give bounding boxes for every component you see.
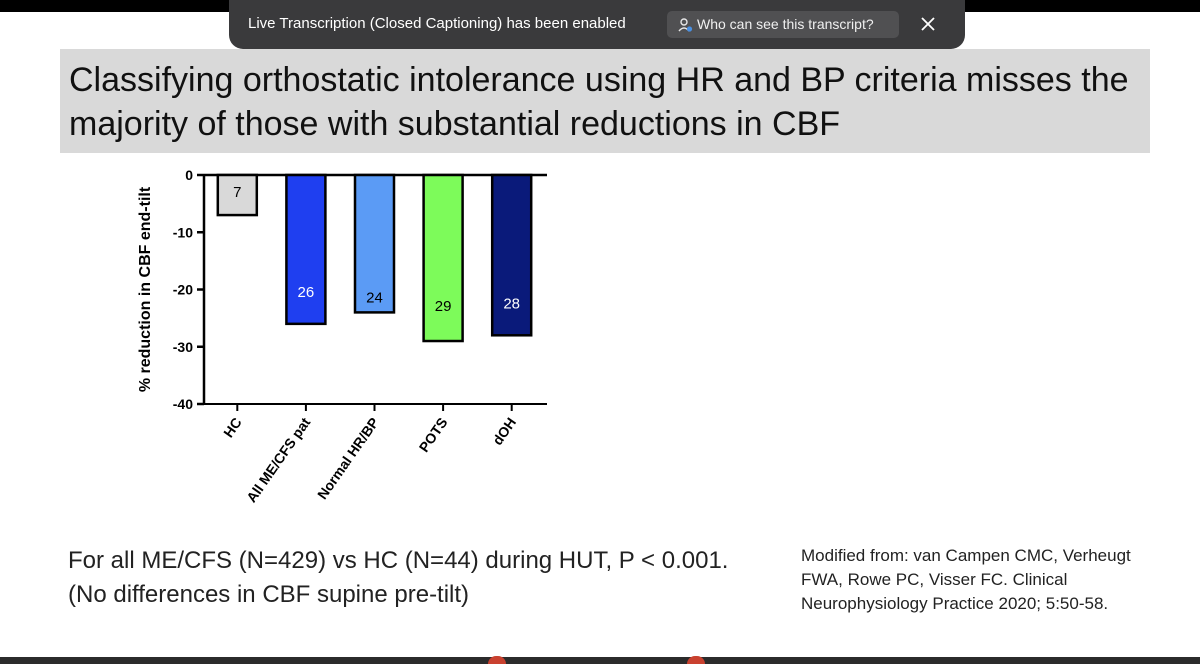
x-category-label: HC — [220, 415, 245, 441]
x-category-label: POTS — [416, 415, 451, 455]
live-transcription-banner: Live Transcription (Closed Captioning) h… — [229, 0, 965, 49]
bar-data-label: 28 — [503, 295, 520, 312]
bar-data-label: 24 — [366, 289, 383, 306]
close-icon[interactable] — [918, 14, 938, 34]
y-tick-label: -10 — [173, 224, 193, 240]
bar-all-me-cfs-pat — [285, 173, 327, 326]
y-axis-label: % reduction in CBF end-tilt — [137, 186, 154, 392]
slide-title-band: Classifying orthostatic intolerance usin… — [60, 49, 1150, 153]
taskbar-dot — [488, 656, 506, 664]
cbf-bar-chart: 0 -10 -20 -30 -40 % reduction in CBF end-tilt… — [137, 167, 547, 505]
bar-data-label: 26 — [298, 284, 315, 301]
bar-data-label: 29 — [435, 298, 452, 315]
taskbar-dot — [687, 656, 705, 664]
who-can-see-label: Who can see this transcript? — [697, 16, 874, 32]
caption-status-text: Live Transcription (Closed Captioning) h… — [248, 15, 626, 32]
y-tick-label: -40 — [173, 396, 193, 412]
bar-data-label: 7 — [233, 184, 241, 201]
slide-footnote: For all ME/CFS (N=429) vs HC (N=44) duri… — [68, 547, 729, 608]
x-category-label: Normal HR/BP — [314, 415, 382, 503]
bar-pots — [422, 173, 464, 343]
y-tick-label: -20 — [173, 282, 193, 298]
x-category-label: All ME/CFS pat — [243, 414, 313, 505]
who-can-see-transcript-button[interactable]: Who can see this transcript? — [667, 11, 899, 38]
slide-citation: Modified from: van Campen CMC, Verheugt … — [801, 546, 1131, 613]
person-icon — [678, 18, 693, 32]
bar-hc — [216, 173, 259, 217]
y-tick-label: -30 — [173, 339, 193, 355]
bar-normal-hr-bp — [353, 173, 396, 314]
slide-title: Classifying orthostatic intolerance usin… — [69, 61, 1129, 143]
y-tick-label: 0 — [185, 167, 193, 183]
x-category-label: dOH — [489, 415, 519, 448]
taskbar-strip — [0, 657, 1200, 664]
bar-doh — [490, 173, 533, 337]
